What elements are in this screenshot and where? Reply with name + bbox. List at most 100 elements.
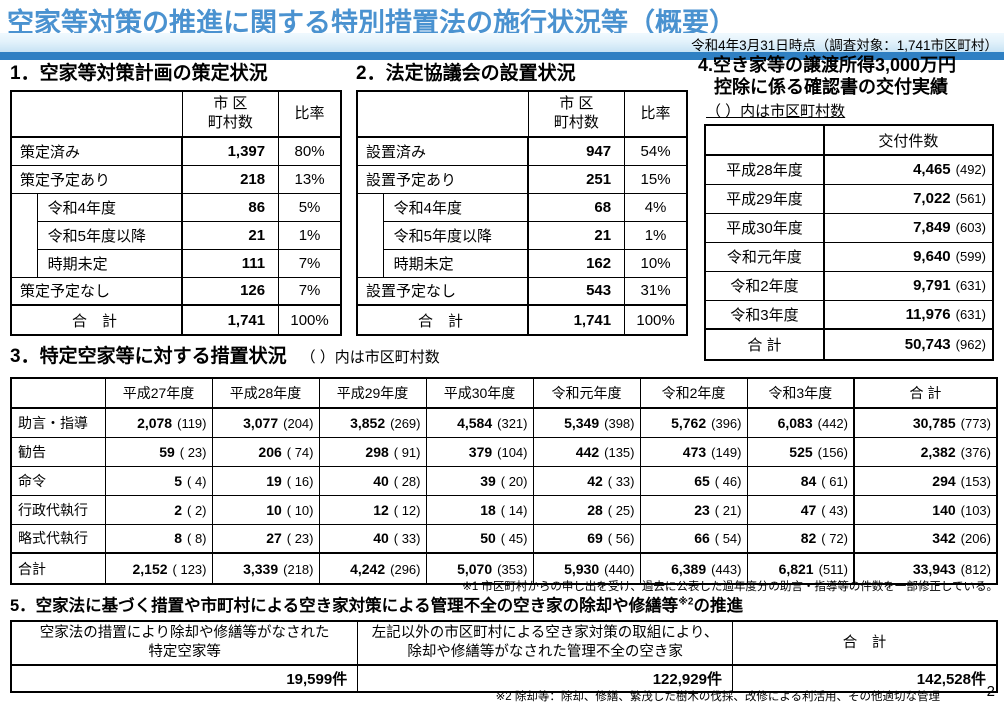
cell-measure-count: 39( 20) xyxy=(425,465,534,496)
value-wrap: 6,389 (443) xyxy=(645,561,741,577)
cell-municipality-count: 21 xyxy=(527,220,626,250)
value-paren: (353) xyxy=(497,561,528,577)
table-row: 時期未定 162 10% xyxy=(356,248,688,278)
value-paren: (962) xyxy=(955,337,986,353)
cell-measure-count: 5 ( 4) xyxy=(104,465,213,496)
remediation-col-header-1: 空家法の措置により除却や修繕等がなされた 特定空家等 xyxy=(10,620,359,666)
col-header-municipality-count: 市 区 町村数 xyxy=(527,90,626,138)
cell-ratio: 15% xyxy=(624,164,688,194)
value-wrap: 7,849 (603) xyxy=(829,219,986,236)
cell-measure-count: 4,584 (321) xyxy=(425,407,534,438)
section-certificate-issuance: 4.空き家等の譲渡所得3,000万円 控除に係る確認書の交付実績 （ ）内は市区… xyxy=(698,55,1004,362)
value-paren: ( 4) xyxy=(187,473,207,489)
value-wrap: 28( 25) xyxy=(538,502,635,518)
cell-measure-count: 3,077 (204) xyxy=(211,407,320,438)
table-row: 時期未定 111 7% xyxy=(10,248,342,278)
section4-title-line1: 4.空き家等の譲渡所得3,000万円 xyxy=(698,55,957,75)
cell-ratio: 10% xyxy=(624,248,688,278)
value-wrap: 294 (153) xyxy=(859,473,991,489)
table-row: 令和5年度以降 21 1% xyxy=(356,220,688,250)
total-municipality-count: 1,741 xyxy=(527,304,626,336)
cell-measure-count: 298( 91) xyxy=(318,436,427,467)
value-number: 5,930 xyxy=(564,560,600,577)
cell-measure-count: 10( 10) xyxy=(211,494,320,525)
value-wrap: 5 ( 4) xyxy=(110,472,207,489)
table-row: 策定予定あり 218 13% xyxy=(10,164,342,194)
page-number: 2 xyxy=(986,683,995,700)
col-header-ratio: 比率 xyxy=(278,90,342,138)
value-wrap: 525 (156) xyxy=(752,444,848,460)
remediation-value-1: 19,599件 xyxy=(10,664,359,693)
value-number: 442 xyxy=(575,443,600,460)
col-header-municipality-count: 市 区 町村数 xyxy=(181,90,280,138)
cell-measure-count: 442 (135) xyxy=(532,436,641,467)
value-paren: (296) xyxy=(390,561,421,577)
value-number: 5 xyxy=(174,472,182,489)
cell-issued-count: 9,791 (631) xyxy=(822,270,994,301)
indent-spacer xyxy=(10,221,38,249)
value-paren: ( 25) xyxy=(607,502,635,518)
total-measure-count: 4,242 (296) xyxy=(318,552,427,585)
value-wrap: 2,152( 123) xyxy=(110,560,207,577)
table-row: 令和5年度以降 21 1% xyxy=(10,220,342,250)
value-wrap: 19( 16) xyxy=(217,473,313,489)
table-row: 策定予定なし 126 7% xyxy=(10,276,342,306)
section5-title: 5．空家法に基づく措置や市町村による空き家対策による管理不全の空き家の除却や修繕… xyxy=(10,592,998,616)
value-number: 3,852 xyxy=(350,414,386,431)
col-header-ratio: 比率 xyxy=(624,90,688,138)
cell-ratio: 80% xyxy=(278,136,342,166)
value-number: 39 xyxy=(480,472,496,489)
value-paren: ( 54) xyxy=(714,531,742,547)
value-number: 12 xyxy=(373,501,389,518)
value-number: 9,640 xyxy=(913,248,951,266)
value-number: 2,152 xyxy=(132,560,168,577)
cell-ratio: 4% xyxy=(624,192,688,222)
value-number: 59 xyxy=(159,443,175,460)
table-row: 設置済み 947 54% xyxy=(356,136,688,166)
value-wrap: 9,640 (599) xyxy=(829,248,986,265)
table-row: 令和4年度 68 4% xyxy=(356,192,688,222)
table-row: 設置予定あり 251 15% xyxy=(356,164,688,194)
indent-spacer xyxy=(356,193,384,221)
table-row: 命令 5 ( 4) 19( 16) 40( 28) 39( 20) 42( 33) 65( 4… xyxy=(10,465,998,496)
row-label: 令和4年度 xyxy=(36,192,183,222)
value-paren: ( 2) xyxy=(187,502,207,518)
cell-measure-count: 30,785 (773) xyxy=(853,407,998,438)
value-number: 2 xyxy=(174,501,182,518)
section2-title: 2．法定協議会の設置状況 xyxy=(356,63,576,84)
cell-municipality-count: 68 xyxy=(527,192,626,222)
total-ratio: 100% xyxy=(278,304,342,336)
col-header-issued-count: 交付件数 xyxy=(822,124,994,157)
value-paren: ( 14) xyxy=(500,502,528,518)
value-wrap: 18( 14) xyxy=(431,502,528,518)
cell-measure-count: 69( 56) xyxy=(532,523,641,554)
remediation-value-2: 122,929件 xyxy=(357,664,733,693)
cell-measure-count: 2 ( 2) xyxy=(104,494,213,525)
total-measure-count: 3,339 (218) xyxy=(211,552,320,585)
table-row: 助言・指導 2,078 (119) 3,077 (204) 3,852 (269) 4,584… xyxy=(10,407,998,438)
value-paren: ( 123) xyxy=(172,561,207,577)
value-paren: (103) xyxy=(960,502,991,518)
certificate-table: 交付件数 平成28年度 4,465 (492) 平成29年度 7,022 (561) 平成30… xyxy=(704,124,994,362)
value-number: 3,077 xyxy=(243,414,279,431)
section5-title-prefix: 5．空家法に基づく措置や市町村による空き家対策による管理不全の空き家の除却や修繕… xyxy=(10,597,679,615)
cell-measure-count: 84( 61) xyxy=(746,465,855,496)
total-measure-count: 33,943 (812) xyxy=(853,552,998,585)
cell-measure-count: 12( 12) xyxy=(318,494,427,525)
value-paren: ( 21) xyxy=(714,502,742,518)
table-row: 行政代執行 2 ( 2) 10( 10) 12( 12) 18( 14) 28( 25) 23… xyxy=(10,494,998,525)
value-paren: (321) xyxy=(497,415,528,431)
total-label: 合計 xyxy=(10,552,106,585)
value-wrap: 82( 72) xyxy=(752,530,848,546)
cell-issued-count: 9,640 (599) xyxy=(822,241,994,272)
value-number: 6,083 xyxy=(777,414,813,431)
value-wrap: 84( 61) xyxy=(752,473,848,489)
col-header-year: 合 計 xyxy=(853,377,998,409)
value-paren: (442) xyxy=(817,415,848,431)
value-wrap: 2,382 (376) xyxy=(859,444,991,460)
row-label: 平成30年度 xyxy=(704,212,825,243)
value-paren: (599) xyxy=(955,249,986,265)
value-paren: (153) xyxy=(960,473,991,489)
row-label: 略式代執行 xyxy=(10,523,106,554)
cell-measure-count: 342 (206) xyxy=(853,523,998,554)
